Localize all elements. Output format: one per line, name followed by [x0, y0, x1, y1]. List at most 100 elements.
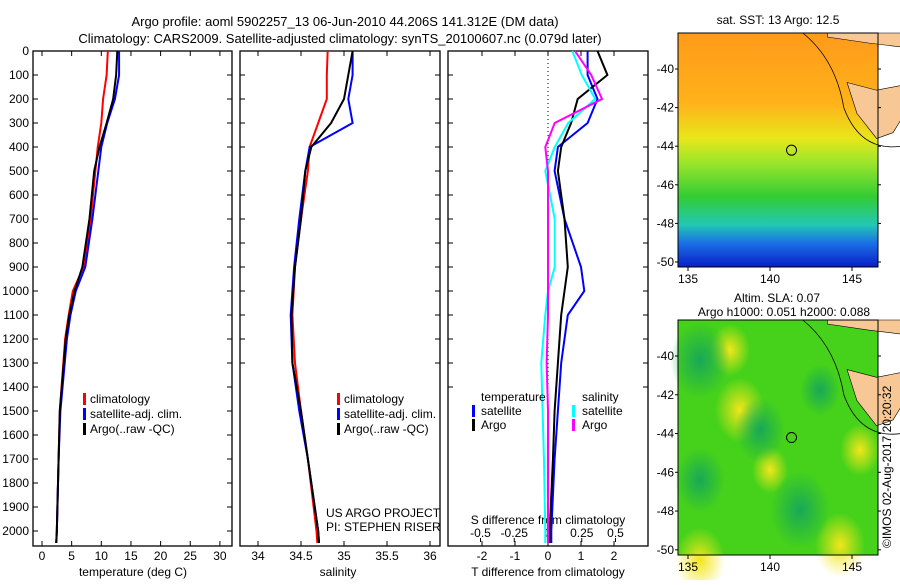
y-tick-label: 800: [9, 236, 29, 250]
lon-tick-label: 135: [678, 272, 698, 286]
lat-tick-label: -46: [657, 178, 675, 192]
lon-tick-label: 135: [678, 560, 698, 574]
series-climatology-line: [55, 50, 109, 544]
x-tick-label: 5: [68, 549, 75, 563]
y-tick-label: 0: [22, 44, 29, 58]
lat-tick-label: -42: [657, 101, 675, 115]
y-tick-label: 1500: [2, 404, 29, 418]
legend-swatch: [337, 423, 340, 435]
x-tick-label: 25: [184, 549, 198, 563]
lat-tick-label: -48: [657, 504, 675, 518]
x-tick-label: 10: [95, 549, 109, 563]
x-axis-label: salinity: [320, 565, 357, 579]
legend-swatch: [83, 408, 86, 420]
x-tick-label: 1: [578, 549, 585, 563]
x-tick-label: 35: [337, 549, 351, 563]
x-tick-label: 15: [124, 549, 138, 563]
series-satellite-line: [289, 51, 354, 544]
argo-position-marker: [786, 432, 798, 444]
sla-anomaly: [840, 424, 880, 476]
lat-tick-label: -44: [657, 139, 675, 153]
mainland-australia: [827, 32, 900, 48]
x-axis-label: temperature (deg C): [79, 565, 187, 579]
sst-map: [677, 32, 900, 268]
legend-swatch: [337, 408, 340, 420]
lat-tick-label: -40: [657, 62, 675, 76]
y-tick-label: 700: [9, 212, 29, 226]
legend-label: satellite-adj. clim.: [344, 407, 436, 421]
legend-label: satellite-adj. clim.: [90, 407, 182, 421]
legend-heading: salinity: [582, 390, 619, 404]
lon-tick-label: 145: [842, 272, 862, 286]
x-tick-label: -1: [510, 549, 521, 563]
map-frame: [677, 319, 879, 556]
x-tick-label: 36: [423, 549, 437, 563]
y-tick-label: 400: [9, 140, 29, 154]
y-tick-label: 100: [9, 68, 29, 82]
bathymetry-contour: [802, 319, 900, 435]
watermark: ©IMOS 02-Aug-2017 20:20:32: [880, 385, 894, 548]
figure-title-line2: Climatology: CARS2009. Satellite-adjuste…: [78, 31, 601, 46]
temperature-axes: [32, 50, 233, 547]
s-tick-label: -0.5: [470, 526, 491, 540]
sla-anomaly: [815, 512, 865, 578]
sla-map-subtitle: Argo h1000: 0.051 h2000: 0.088: [698, 305, 870, 319]
legend-label: Argo(..raw -QC): [90, 422, 175, 436]
y-tick-label: 600: [9, 188, 29, 202]
y-tick-label: 200: [9, 92, 29, 106]
x-tick-label: 2: [611, 549, 618, 563]
series-temperature-satellite-line: [550, 51, 599, 543]
legend-label: Argo(..raw -QC): [344, 422, 429, 436]
sla-anomaly: [770, 471, 830, 549]
lon-tick-label: 140: [760, 272, 780, 286]
sla-anomaly: [675, 527, 725, 585]
map-frame: [677, 32, 879, 268]
x-tick-label: -2: [477, 549, 488, 563]
series-salinity-argo-line: [544, 50, 604, 543]
y-tick-label: 1700: [2, 452, 29, 466]
legend-label: Argo: [481, 418, 507, 432]
sst-field: [678, 33, 878, 267]
x-tick-label: 34.5: [289, 549, 313, 563]
sla-anomaly: [675, 447, 725, 513]
y-tick-label: 1400: [2, 380, 29, 394]
x-tick-label: 35.5: [375, 549, 399, 563]
series-satellite-line: [55, 51, 121, 544]
lon-tick-label: 145: [842, 560, 862, 574]
y-tick-label: 500: [9, 164, 29, 178]
lat-tick-label: -50: [657, 543, 675, 557]
sla-map: [670, 319, 900, 585]
x-tick-label: 0: [39, 549, 46, 563]
lon-tick-label: 140: [760, 560, 780, 574]
mainland-australia: [827, 319, 900, 335]
sla-map-title: Altim. SLA: 0.07: [734, 291, 820, 305]
s-tick-label: 0.5: [607, 526, 624, 540]
lat-tick-label: -46: [657, 465, 675, 479]
legend-swatch: [83, 423, 86, 435]
legend-swatch: [472, 419, 475, 431]
y-tick-label: 1900: [2, 500, 29, 514]
y-tick-label: 1200: [2, 332, 29, 346]
sla-anomaly: [735, 397, 785, 463]
x-tick-label: 34: [251, 549, 265, 563]
lat-tick-label: -44: [657, 427, 675, 441]
lat-tick-label: -40: [657, 349, 675, 363]
series-salinity-satellite-line: [540, 50, 597, 543]
y-tick-label: 300: [9, 116, 29, 130]
legend-swatch: [83, 393, 86, 405]
legend-label: climatology: [90, 392, 150, 406]
y-tick-label: 900: [9, 260, 29, 274]
legend-swatch: [572, 405, 575, 417]
y-tick-label: 1800: [2, 476, 29, 490]
y-tick-label: 1100: [3, 308, 29, 322]
legend-label: satellite: [481, 404, 522, 418]
y-tick-label: 1300: [2, 356, 29, 370]
legend-label: Argo: [582, 418, 608, 432]
legend-swatch: [337, 393, 340, 405]
x-tick-label: 0: [545, 549, 552, 563]
series-temperature-argo-line: [548, 50, 609, 543]
series-argo-line: [290, 50, 354, 544]
salinity-axes: [239, 50, 441, 547]
project-label: US ARGO PROJECT: [326, 506, 441, 520]
